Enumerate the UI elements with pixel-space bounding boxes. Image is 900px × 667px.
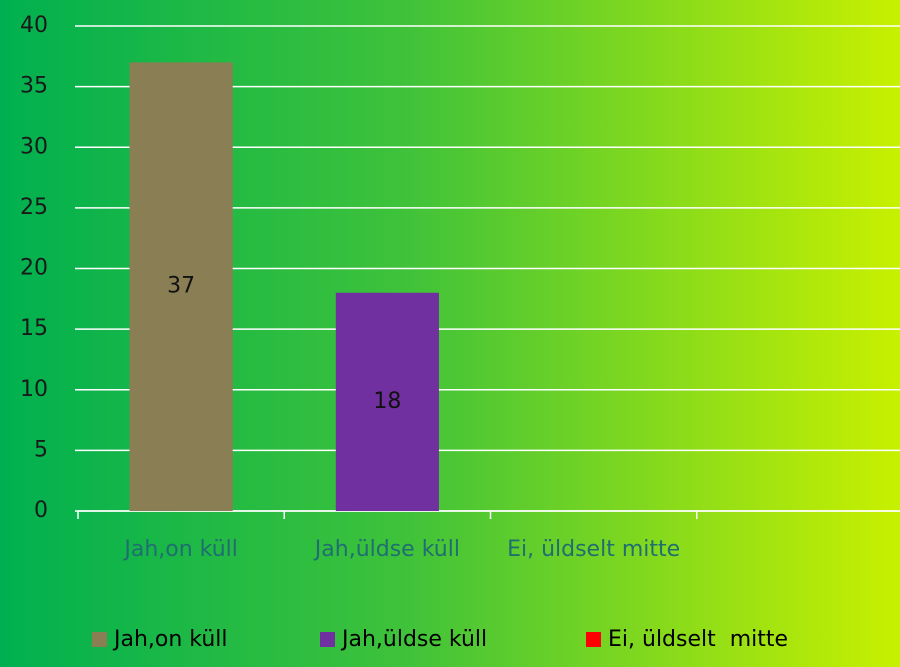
- y-tick-label: 10: [20, 377, 48, 402]
- y-tick-label: 35: [20, 74, 48, 99]
- legend-label: Jah,üldse küll: [340, 627, 487, 652]
- y-tick-label: 20: [20, 256, 48, 281]
- y-tick-label: 25: [20, 195, 48, 220]
- legend-label: Jah,on küll: [112, 627, 228, 652]
- data-label: 37: [167, 274, 195, 299]
- legend-swatch: [586, 632, 601, 647]
- y-tick-label: 40: [20, 13, 48, 38]
- x-tick-label: Ei, üldselt mitte: [507, 537, 680, 562]
- y-tick-label: 15: [20, 316, 48, 341]
- legend-swatch: [92, 632, 107, 647]
- bar: [129, 62, 233, 511]
- legend-swatch: [320, 632, 335, 647]
- legend-label: Ei, üldselt mitte: [608, 627, 788, 652]
- x-tick-label: Jah,üldse küll: [313, 537, 460, 562]
- bar: [335, 292, 439, 511]
- y-tick-label: 5: [34, 437, 48, 462]
- data-label: 18: [373, 389, 401, 414]
- y-tick-label: 0: [34, 498, 48, 523]
- x-tick-label: Jah,on küll: [122, 537, 238, 562]
- y-tick-label: 30: [20, 134, 48, 159]
